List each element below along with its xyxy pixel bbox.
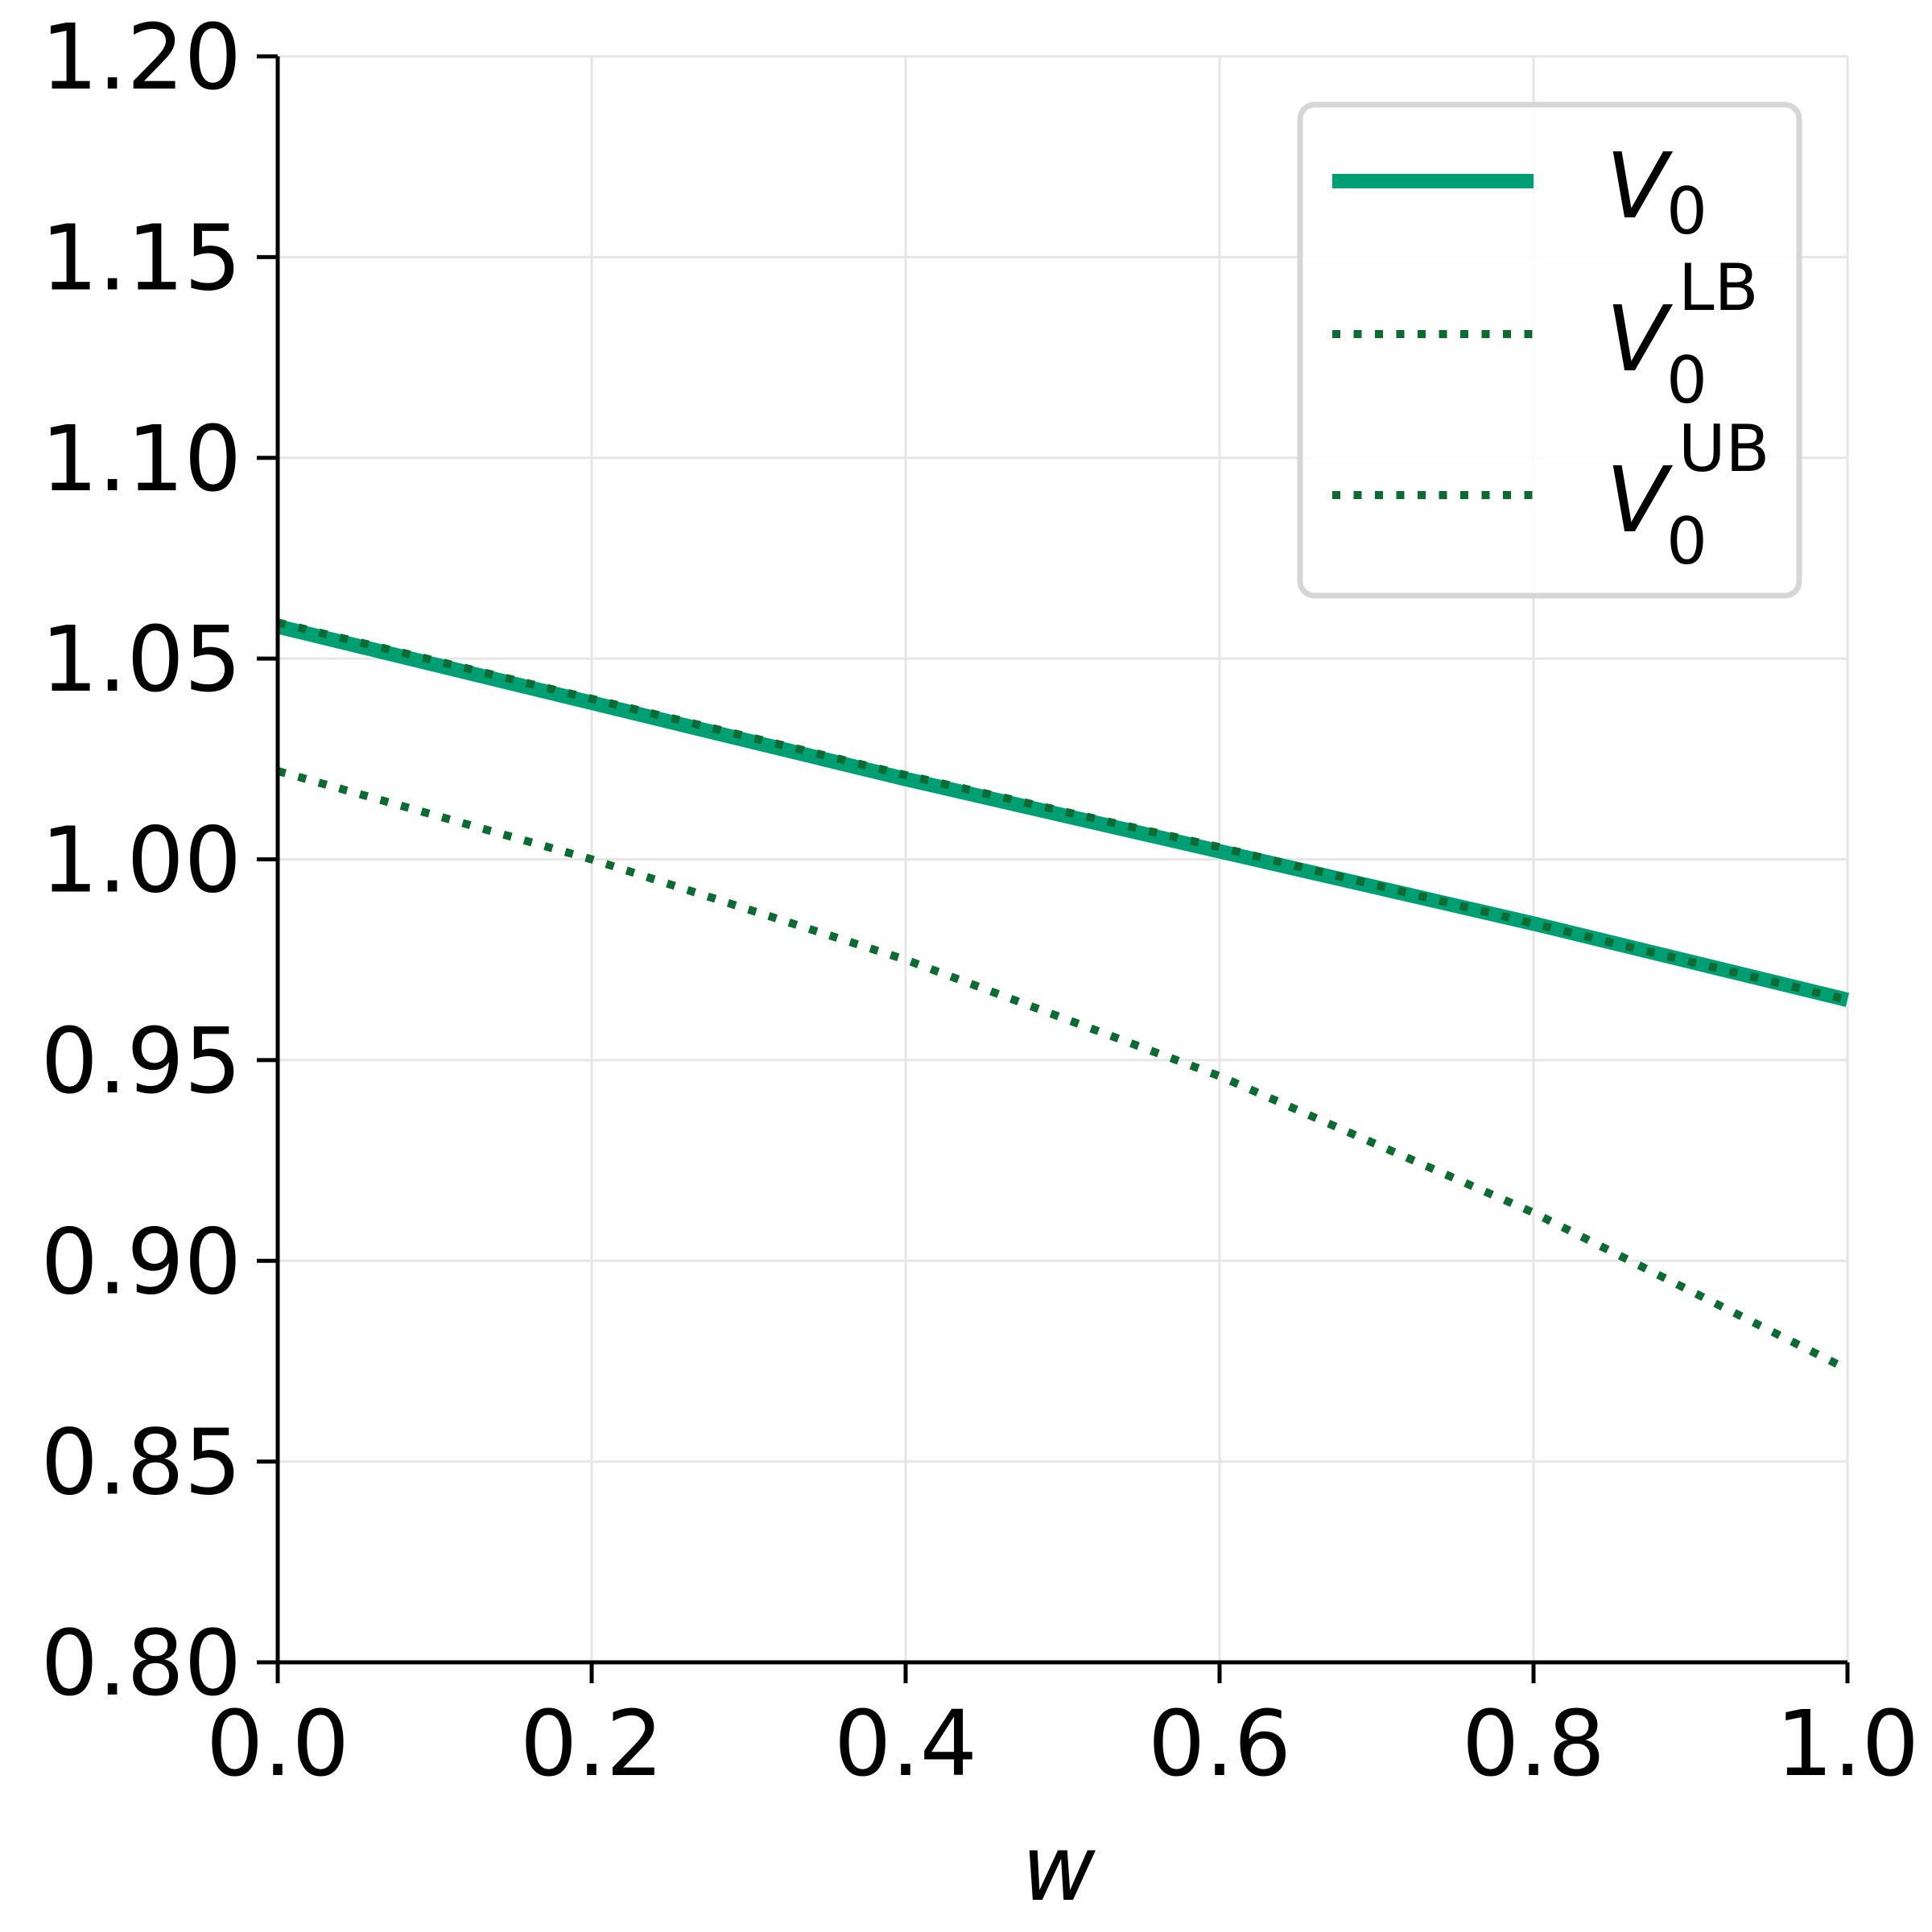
- legend-label-sup: UB: [1678, 411, 1769, 486]
- series-layer: [275, 618, 1850, 1373]
- x-tick-label: 0.4: [834, 1692, 977, 1797]
- legend: V0V LB 0V UB 0: [1297, 101, 1802, 599]
- legend-label-sub: 0: [1666, 174, 1707, 249]
- x-tick-label: 0.0: [206, 1692, 349, 1797]
- y-tick-label: 1.10: [41, 407, 242, 512]
- legend-label-sub: 0: [1666, 343, 1707, 418]
- x-tick-label: 0.2: [520, 1692, 663, 1797]
- legend-label-sub: 0: [1666, 504, 1707, 579]
- y-tick-label: 0.85: [41, 1411, 242, 1516]
- y-tick-label: 1.15: [41, 206, 242, 311]
- legend-label-main: V: [1606, 287, 1674, 392]
- legend-label-0: V0: [1606, 134, 1707, 249]
- y-tick-label: 0.90: [41, 1210, 242, 1315]
- legend-box: [1297, 101, 1802, 599]
- y-tick-label: 0.95: [41, 1009, 242, 1114]
- y-tick-label: 1.00: [41, 809, 242, 914]
- y-tick-label: 1.05: [41, 608, 242, 712]
- x-axis-label: w: [1022, 1817, 1096, 1922]
- y-tick-label: 0.80: [41, 1612, 242, 1716]
- x-tick-label: 0.8: [1462, 1692, 1605, 1797]
- y-tick-label: 1.20: [41, 6, 242, 110]
- x-tick-label: 0.6: [1148, 1692, 1291, 1797]
- legend-label-main: V: [1606, 134, 1674, 239]
- series-line-2: [276, 618, 1849, 1004]
- series-line-1: [276, 766, 1850, 1373]
- legend-label-main: V: [1606, 448, 1674, 553]
- legend-label-2: V UB 0: [1606, 411, 1769, 579]
- x-tick-label: 1.0: [1776, 1692, 1919, 1797]
- legend-label-1: V LB 0: [1606, 250, 1758, 418]
- legend-label-sup: LB: [1678, 250, 1758, 325]
- ticks: 0.0 0.2 0.4 0.6 0.8 1.0 0.80 0.85 0.90 0.95 1.00 1.…: [41, 6, 1919, 1797]
